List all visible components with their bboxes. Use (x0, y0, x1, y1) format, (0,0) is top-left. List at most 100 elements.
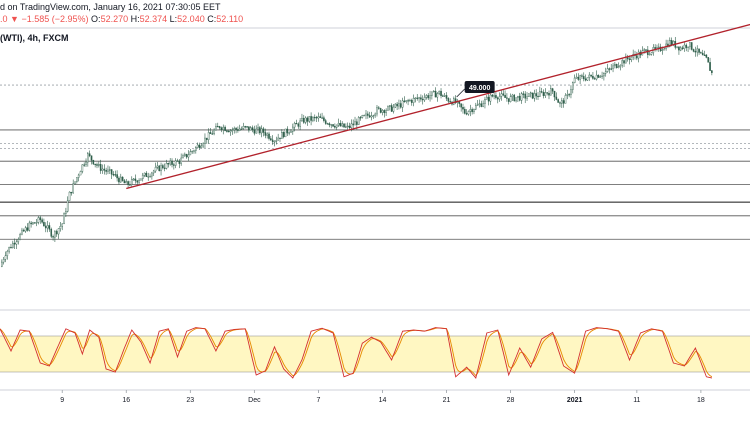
candle-body (603, 73, 605, 77)
candle-body (367, 113, 369, 116)
candle-body (570, 89, 572, 95)
candle-body (412, 98, 415, 103)
candle-body (670, 40, 673, 45)
candle-body (595, 74, 598, 80)
candle-body (48, 225, 51, 230)
candle-body (528, 93, 530, 97)
candle-body (237, 129, 239, 131)
open-value: 52.270 (100, 14, 129, 24)
candle-body (482, 103, 484, 107)
candle-body (566, 94, 569, 96)
candle-body (683, 44, 686, 49)
down-arrow-icon: ▼ (10, 14, 19, 24)
candle-body (372, 115, 375, 117)
candle-body (416, 97, 419, 99)
candle-body (442, 95, 444, 97)
low-label: L: (169, 14, 178, 24)
candle-body (365, 113, 367, 116)
candle-body (500, 93, 503, 97)
candle-body (213, 129, 215, 135)
candle-body (59, 226, 62, 229)
candle-body (173, 164, 175, 166)
candle-body (381, 110, 384, 113)
candle-body (191, 150, 193, 153)
candle-body (317, 116, 320, 119)
candle-body (147, 176, 150, 178)
candle-body (418, 97, 420, 99)
candle-body (522, 93, 525, 95)
candle-body (668, 40, 671, 47)
candle-body (606, 68, 609, 72)
candle-body (141, 174, 144, 180)
candle-body (663, 48, 666, 51)
candle-body (696, 48, 699, 53)
trendline (126, 23, 750, 190)
candle-body (162, 165, 164, 169)
candle-body (473, 108, 475, 113)
candle-body (257, 127, 259, 130)
candle-body (621, 60, 623, 66)
candle-body (44, 225, 47, 229)
candle-body (253, 129, 256, 134)
candle-body (480, 103, 483, 107)
candle-body (271, 139, 274, 142)
candle-body (539, 91, 541, 97)
publish-text: d on TradingView.com, January 16, 2021 0… (0, 2, 221, 12)
x-tick-label: Dec (248, 397, 261, 404)
candle-body (345, 126, 347, 128)
candle-body (313, 116, 316, 119)
candle-body (57, 228, 60, 235)
candle-body (579, 75, 581, 80)
candle-body (302, 117, 305, 123)
candle-body (205, 137, 208, 140)
candle-body (132, 178, 135, 180)
candle-body (112, 174, 115, 176)
candle-body (167, 163, 170, 165)
candle-body (286, 128, 289, 134)
candle-body (308, 116, 311, 122)
stochastic-oscillator (0, 327, 750, 379)
candle-body (648, 54, 651, 56)
candle-body (6, 250, 9, 256)
candle-body (507, 98, 510, 102)
candle-body (542, 91, 545, 96)
candle-body (420, 97, 422, 100)
candle-body (690, 42, 693, 50)
candle-body (645, 49, 647, 51)
candle-body (145, 172, 148, 177)
candle-body (341, 123, 344, 127)
candle-body (12, 242, 14, 248)
candle-body (584, 78, 587, 81)
candle-body (193, 150, 195, 152)
x-tick-label: 11 (633, 397, 640, 404)
candle-body (178, 160, 181, 164)
candle-body (143, 172, 146, 176)
candle-body (551, 88, 554, 92)
candle-body (619, 65, 622, 67)
candle-body (262, 128, 265, 133)
candle-body (15, 241, 18, 245)
candle-body (405, 100, 408, 102)
candle-body (679, 47, 682, 51)
candle-body (88, 153, 91, 156)
candle-body (277, 137, 279, 141)
candle-body (149, 175, 151, 178)
candle-body (279, 137, 281, 139)
candle-body (582, 76, 585, 80)
candle-body (246, 126, 248, 128)
candle-body (410, 99, 413, 103)
candle-body (103, 168, 106, 171)
x-tick-label: 9 (60, 397, 64, 404)
candle-body (101, 168, 104, 171)
candle-body (87, 153, 89, 163)
candle-body (487, 96, 490, 102)
candle-body (288, 132, 290, 134)
candle-body (471, 109, 473, 113)
candle-body (92, 159, 95, 165)
candle-body (700, 52, 702, 54)
candle-body (169, 160, 171, 165)
candle-body (617, 66, 620, 68)
publish-info: d on TradingView.com, January 16, 2021 0… (0, 2, 220, 12)
candle-body (511, 94, 514, 97)
